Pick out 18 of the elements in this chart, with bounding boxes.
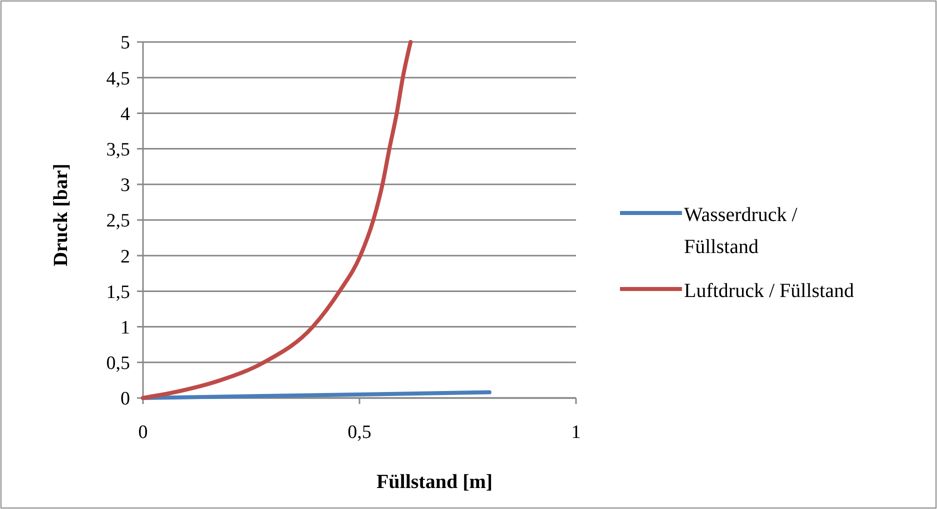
y-tick-label: 2,5 (106, 210, 130, 232)
x-axis-title: Füllstand [m] (376, 471, 493, 493)
y-tick-label: 5 (120, 32, 130, 54)
y-tick-label: 1,5 (106, 282, 130, 303)
legend-label: Wasserdruck / Füllstand (684, 204, 798, 258)
x-tick-label: 0 (138, 422, 148, 443)
y-tick-label: 0 (120, 388, 130, 410)
y-tick-label: 3,5 (106, 139, 130, 160)
legend-label: Luftdruck / Füllstand (684, 280, 854, 302)
y-axis-title: Druck [bar] (50, 164, 72, 266)
x-tick-label: 1 (571, 422, 581, 443)
y-tick-label: 1 (120, 317, 130, 338)
y-tick-label: 2 (120, 246, 130, 268)
y-tick-label: 0,5 (106, 353, 130, 374)
y-tick-label: 3 (120, 175, 130, 196)
y-tick-label: 4,5 (106, 68, 130, 90)
x-tick-label: 0,5 (348, 422, 372, 443)
y-tick-label: 4 (120, 104, 130, 125)
